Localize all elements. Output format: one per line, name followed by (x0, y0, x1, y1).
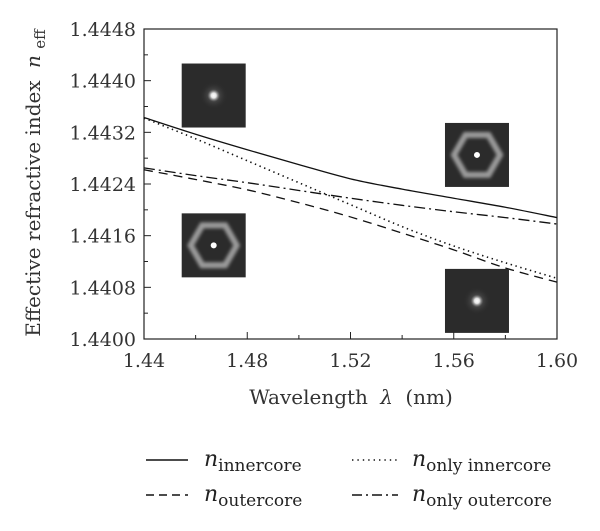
y-axis-label-symbol: n (21, 55, 45, 68)
inset-hexagon-ring (187, 222, 241, 269)
inset-hexagon-ring (450, 132, 504, 178)
y-axis-label: Effective refractive index n eff (21, 28, 49, 337)
legend-label-outercore: noutercore (204, 482, 302, 511)
x-tick-label: 1.48 (226, 350, 268, 372)
inset-center-spot (199, 81, 228, 110)
y-axis-label-text: Effective refractive index (21, 80, 45, 337)
y-tick-label: 1.4408 (70, 277, 136, 299)
y-tick-label: 1.4416 (70, 226, 136, 248)
x-tick-label: 1.56 (433, 350, 475, 372)
inset-center-dot (210, 242, 217, 249)
legend-label-only-outercore: nonly outercore (412, 482, 552, 511)
legend-item-only-outercore: nonly outercore (352, 482, 552, 511)
y-tick-label: 1.4424 (70, 174, 136, 196)
y-tick-label: 1.4448 (70, 19, 136, 41)
inset-center-spot (462, 286, 491, 315)
inset-center-dot (473, 151, 480, 158)
mode-inset-center-spot (181, 63, 246, 128)
x-axis-label-symbol: λ (379, 385, 393, 409)
series-line-only-outercore (143, 167, 558, 225)
legend-label-only-innercore: nonly innercore (412, 447, 551, 476)
legend-item-only-innercore: nonly innercore (352, 447, 551, 476)
x-tick-label: 1.60 (536, 350, 578, 372)
y-tick-label: 1.4400 (70, 329, 136, 351)
tick-group: 1.44 1.48 1.52 1.56 1.60 1.4400 1.4408 1.4416 1.… (70, 19, 579, 372)
legend: ninnercore nonly innercore noutercore no… (146, 447, 552, 511)
series-group (143, 116, 558, 283)
y-tick-label: 1.4432 (70, 122, 136, 144)
x-axis-label-text: Wavelength (249, 385, 368, 409)
mode-field-insets (181, 63, 509, 333)
y-tick-label: 1.4440 (70, 71, 136, 93)
x-tick-label: 1.52 (329, 350, 371, 372)
mode-inset-hexagon-ring (444, 122, 509, 187)
series-line-outercore (143, 169, 558, 283)
legend-item-innercore: ninnercore (146, 447, 302, 476)
mode-inset-center-spot (444, 268, 509, 333)
x-tick-label: 1.44 (123, 350, 165, 372)
legend-label-innercore: ninnercore (204, 447, 302, 476)
x-axis-label: Wavelength λ (nm) (249, 385, 453, 409)
x-axis-label-unit: (nm) (405, 385, 452, 409)
legend-item-outercore: noutercore (146, 482, 302, 511)
mode-inset-hexagon-ring (181, 213, 246, 278)
y-axis-label-subscript: eff (31, 28, 49, 49)
series-line-innercore (143, 116, 558, 219)
